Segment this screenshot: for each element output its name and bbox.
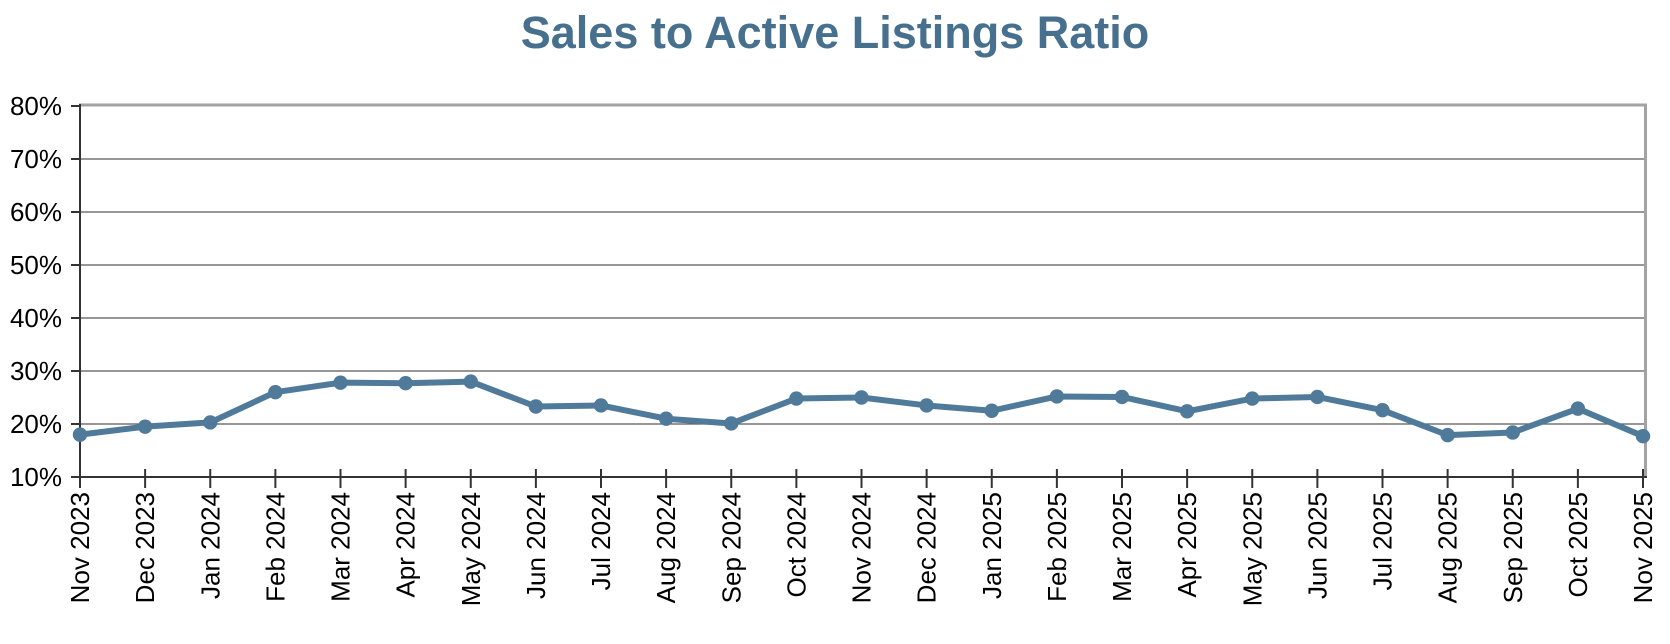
x-tick-label: Dec 2023	[130, 492, 160, 603]
x-tick-label: Jul 2024	[586, 492, 616, 590]
x-tick-label: Sep 2024	[716, 492, 746, 603]
x-tick-label: Jan 2024	[195, 492, 225, 599]
data-point-marker	[658, 411, 674, 426]
x-tick-label: Apr 2024	[391, 492, 421, 598]
data-point-marker	[268, 385, 283, 400]
x-tick-label: Feb 2025	[1042, 492, 1072, 602]
data-point-marker	[1179, 404, 1195, 419]
y-tick-label: 40%	[10, 303, 62, 333]
chart-title: Sales to Active Listings Ratio	[520, 7, 1150, 58]
y-tick-label: 70%	[10, 144, 62, 174]
data-point-marker	[398, 375, 413, 391]
data-point-marker	[1049, 389, 1065, 404]
data-point-marker	[919, 398, 934, 413]
y-tick-label: 10%	[10, 462, 62, 492]
data-point-marker	[1635, 428, 1651, 444]
data-point-marker	[528, 399, 544, 414]
data-point-marker	[854, 390, 869, 405]
data-point-marker	[72, 427, 88, 442]
data-point-marker	[333, 375, 348, 390]
x-tick-label: Dec 2024	[912, 492, 942, 603]
series-line	[77, 378, 1646, 440]
x-tick-label: Jan 2025	[977, 492, 1007, 599]
y-tick-label: 60%	[10, 197, 62, 227]
data-point-marker	[1114, 389, 1130, 405]
x-tick-label: May 2025	[1237, 492, 1267, 606]
x-tick-label: Sep 2025	[1498, 492, 1528, 603]
x-tick-label: Aug 2025	[1433, 492, 1463, 603]
data-point-marker	[1505, 425, 1520, 440]
x-tick-label: Aug 2024	[651, 492, 681, 603]
data-point-marker	[463, 374, 478, 389]
x-tick-label: Mar 2024	[326, 492, 356, 602]
data-point-marker	[1570, 401, 1586, 416]
x-tick-label: Nov 2024	[847, 492, 877, 603]
x-tick-label: May 2024	[456, 492, 486, 606]
data-point-marker	[137, 419, 153, 434]
x-tick-label: Jul 2025	[1368, 492, 1398, 590]
data-point-marker	[1375, 403, 1390, 418]
data-point-marker	[1310, 389, 1325, 405]
x-tick-label: Oct 2025	[1563, 492, 1593, 598]
y-tick-label: 80%	[10, 91, 62, 121]
data-point-marker	[593, 398, 609, 413]
x-tick-label: Mar 2025	[1107, 492, 1137, 602]
y-tick-label: 20%	[10, 409, 62, 439]
x-tick-label: Feb 2024	[260, 492, 290, 602]
data-point-marker	[984, 403, 999, 418]
x-tick-label: Nov 2025	[1628, 492, 1658, 603]
y-tick-label: 50%	[10, 250, 62, 280]
data-point-marker	[1245, 391, 1260, 406]
x-tick-label: Nov 2023	[65, 492, 95, 603]
x-tick-label: Oct 2024	[781, 492, 811, 598]
data-point-marker	[724, 416, 739, 431]
data-point-marker	[203, 415, 218, 430]
y-tick-label: 30%	[10, 356, 62, 386]
data-point-marker	[1440, 427, 1455, 443]
data-point-marker	[789, 391, 804, 406]
x-tick-label: Jun 2025	[1302, 492, 1332, 599]
x-tick-label: Apr 2025	[1172, 492, 1202, 598]
x-tick-label: Jun 2024	[521, 492, 551, 599]
